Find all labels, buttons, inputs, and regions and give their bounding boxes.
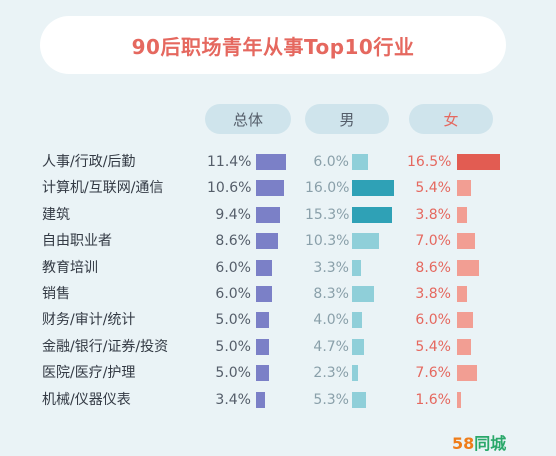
total-value-label: 6.0% bbox=[215, 259, 251, 276]
female-value-label: 5.4% bbox=[415, 180, 451, 197]
category-label: 建筑 bbox=[42, 206, 70, 223]
female-bar bbox=[457, 154, 500, 170]
male-value-label: 15.3% bbox=[305, 206, 350, 223]
total-value-label: 6.0% bbox=[215, 286, 251, 302]
female-value-label: 16.5% bbox=[407, 154, 452, 170]
table-row: 计算机/互联网/通信 10.6% 16.0% 5.4% bbox=[0, 176, 556, 200]
total-bar bbox=[256, 206, 281, 223]
table-row: 人事/行政/后勤 11.4% 6.0% 16.5% bbox=[0, 150, 556, 174]
chart-title: 90后职场青年从事Top10行业 bbox=[40, 16, 506, 74]
female-bar bbox=[457, 259, 480, 276]
male-bar bbox=[352, 312, 363, 329]
logo-number: 58 bbox=[452, 434, 475, 453]
male-bar bbox=[352, 338, 365, 355]
male-value-label: 10.3% bbox=[305, 233, 350, 250]
female-value-label: 6.0% bbox=[415, 312, 451, 329]
category-label: 教育培训 bbox=[42, 259, 98, 276]
male-bar bbox=[352, 154, 368, 170]
total-value-label: 9.4% bbox=[215, 206, 251, 223]
female-bar bbox=[457, 391, 462, 408]
category-label: 医院/医疗/护理 bbox=[42, 365, 136, 382]
total-bar bbox=[256, 391, 265, 408]
table-row: 财务/审计/统计 5.0% 4.0% 6.0% bbox=[0, 308, 556, 332]
male-bar bbox=[352, 206, 392, 223]
female-bar bbox=[457, 286, 467, 302]
male-bar bbox=[352, 259, 361, 276]
total-bar bbox=[256, 154, 286, 170]
category-label: 计算机/互联网/通信 bbox=[42, 180, 164, 197]
male-value-label: 4.0% bbox=[313, 312, 349, 329]
total-value-label: 5.0% bbox=[215, 338, 251, 355]
logo-text: 同城 bbox=[474, 434, 507, 453]
category-label: 财务/审计/统计 bbox=[42, 312, 136, 329]
table-row: 机械/仪器仪表 3.4% 5.3% 1.6% bbox=[0, 388, 556, 412]
table-row: 教育培训 6.0% 3.3% 8.6% bbox=[0, 256, 556, 280]
female-value-label: 5.4% bbox=[415, 338, 451, 355]
table-row: 金融/银行/证券/投资 5.0% 4.7% 5.4% bbox=[0, 335, 556, 359]
category-label: 自由职业者 bbox=[42, 233, 112, 250]
total-bar bbox=[256, 180, 284, 197]
header-total: 总体 bbox=[205, 104, 291, 134]
total-bar bbox=[256, 233, 279, 250]
female-bar bbox=[457, 312, 473, 329]
male-value-label: 2.3% bbox=[313, 365, 349, 382]
total-value-label: 11.4% bbox=[207, 154, 252, 170]
category-label: 人事/行政/后勤 bbox=[42, 154, 136, 170]
female-value-label: 8.6% bbox=[415, 259, 451, 276]
male-bar bbox=[352, 180, 394, 197]
total-bar bbox=[256, 259, 272, 276]
male-bar bbox=[352, 391, 366, 408]
male-bar bbox=[352, 233, 379, 250]
brand-logo: 58同城 bbox=[452, 430, 507, 453]
male-value-label: 5.3% bbox=[313, 391, 349, 408]
female-value-label: 3.8% bbox=[415, 206, 451, 223]
male-value-label: 6.0% bbox=[313, 154, 349, 170]
female-bar bbox=[457, 233, 476, 250]
female-bar bbox=[457, 180, 472, 197]
total-value-label: 5.0% bbox=[215, 312, 251, 329]
category-label: 销售 bbox=[42, 286, 70, 302]
total-bar bbox=[256, 286, 272, 302]
female-bar bbox=[457, 338, 472, 355]
male-bar bbox=[352, 286, 374, 302]
header-male: 男 bbox=[305, 104, 389, 134]
total-value-label: 5.0% bbox=[215, 365, 251, 382]
total-value-label: 3.4% bbox=[215, 391, 251, 408]
male-bar bbox=[352, 365, 358, 382]
table-row: 销售 6.0% 8.3% 3.8% bbox=[0, 282, 556, 306]
female-value-label: 1.6% bbox=[415, 391, 451, 408]
category-label: 金融/银行/证券/投资 bbox=[42, 338, 169, 355]
header-female: 女 bbox=[409, 104, 493, 134]
female-value-label: 7.6% bbox=[415, 365, 451, 382]
table-row: 医院/医疗/护理 5.0% 2.3% 7.6% bbox=[0, 361, 556, 385]
male-value-label: 16.0% bbox=[305, 180, 350, 197]
total-bar bbox=[256, 312, 269, 329]
female-value-label: 3.8% bbox=[415, 286, 451, 302]
total-bar bbox=[256, 365, 269, 382]
female-value-label: 7.0% bbox=[415, 233, 451, 250]
table-row: 建筑 9.4% 15.3% 3.8% bbox=[0, 203, 556, 227]
total-bar bbox=[256, 338, 269, 355]
table-row: 自由职业者 8.6% 10.3% 7.0% bbox=[0, 229, 556, 253]
category-label: 机械/仪器仪表 bbox=[42, 391, 131, 408]
female-bar bbox=[457, 365, 477, 382]
male-value-label: 4.7% bbox=[313, 338, 349, 355]
male-value-label: 3.3% bbox=[313, 259, 349, 276]
total-value-label: 8.6% bbox=[215, 233, 251, 250]
female-bar bbox=[457, 206, 467, 223]
total-value-label: 10.6% bbox=[207, 180, 252, 197]
male-value-label: 8.3% bbox=[313, 286, 349, 302]
